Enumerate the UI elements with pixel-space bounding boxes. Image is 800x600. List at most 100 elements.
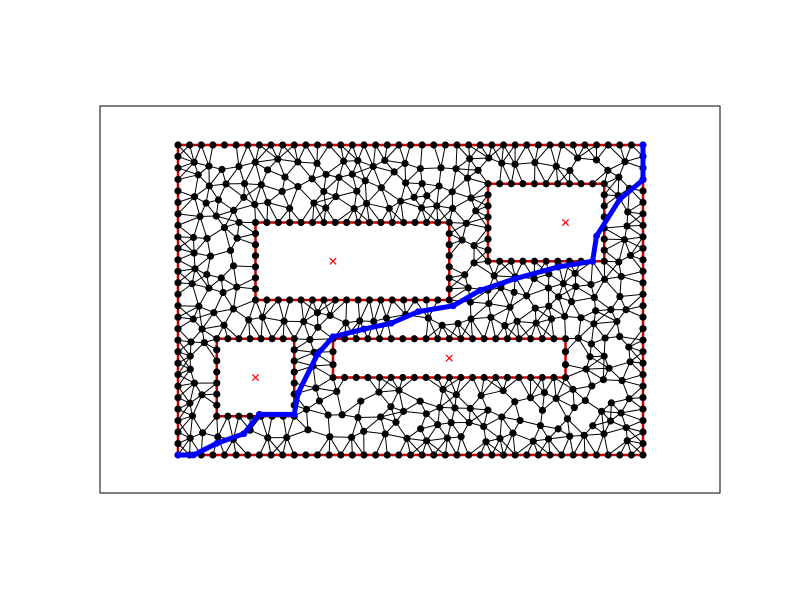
mesh-edge [277,299,285,322]
mesh-node [600,235,608,243]
mesh-edge [596,433,605,456]
mesh-edge [345,299,348,323]
mesh-node [308,218,317,227]
mesh-node [499,451,508,459]
mesh-node [538,373,546,382]
mesh-node [377,296,385,304]
mesh-node [337,451,345,459]
mesh-node [445,373,453,382]
mesh-node [188,412,197,420]
mesh-node [365,296,374,304]
mesh-node [290,346,298,354]
mesh-node [219,288,227,297]
mesh-edge [607,440,628,456]
mesh-node [350,205,358,213]
mesh-node [375,373,384,382]
mesh-edge [586,367,610,370]
mesh-node [572,282,580,291]
mesh-edge [364,180,368,204]
mesh-node [574,154,582,162]
mesh-node [422,335,430,343]
mesh-edge [499,416,503,439]
mesh-node [387,373,395,382]
mesh-node [274,155,282,163]
mesh-node [320,296,328,304]
mesh-node [639,313,647,321]
mesh-node [435,182,443,190]
mesh-node [474,166,482,174]
mesh-node [554,425,562,433]
mesh-node [174,152,182,161]
mesh-node [235,218,243,227]
axes-frame [99,105,721,494]
mesh-node [445,263,453,271]
mesh-node [224,335,232,343]
path-node [213,439,221,447]
mesh-edge [363,416,382,432]
mesh-edge [427,317,439,339]
mesh-node [348,141,356,149]
mesh-node [617,272,625,281]
mesh-node [499,386,507,395]
mesh-node [467,315,475,323]
mesh-node [264,198,272,207]
mesh-edge [621,408,644,414]
mesh-edge [286,416,295,438]
mesh-node [403,434,411,443]
mesh-node [515,335,523,343]
mesh-node [255,141,263,149]
mesh-node [436,403,444,412]
mesh-node [310,199,318,207]
path-node [174,451,182,459]
mesh-node [561,312,569,320]
mesh-node [196,212,204,221]
mesh-node [230,206,238,214]
mesh-node [406,451,415,459]
mesh-node [212,212,220,220]
mesh-node [387,335,395,343]
mesh-node [422,373,430,382]
mesh-node [329,373,337,382]
mesh-node [290,335,298,343]
mesh-node [506,303,514,311]
mesh-edge [625,293,644,311]
mesh-node [213,401,221,409]
mesh-node [290,357,298,365]
mesh-node [484,224,492,232]
mesh-node [399,373,407,382]
mesh-node [447,419,455,427]
mesh-edge [244,183,256,205]
mesh-edge [217,416,229,438]
mesh-edge [202,324,225,330]
mesh-edge [238,144,249,167]
mesh-node [410,335,418,343]
mesh-edge [483,377,504,391]
mesh-edge [329,436,352,438]
mesh-edge [602,356,605,380]
mesh-node [639,393,647,402]
mesh-node [443,434,451,442]
mesh-node [625,343,633,351]
mesh-node [445,241,453,249]
mesh-edge [177,415,193,433]
mesh-node [313,141,322,149]
mesh-node [325,451,333,459]
mesh-edge [372,166,382,188]
mesh-node [348,451,356,459]
mesh-edge [620,412,644,422]
mesh-edge [534,162,547,184]
mesh-node [174,141,182,149]
mesh-edge [530,377,543,398]
mesh-node [552,394,560,403]
mesh-node [226,246,235,255]
mesh-node [639,198,647,207]
mesh-node [616,141,624,149]
mesh-node [255,451,263,459]
mesh-node [615,258,623,266]
mesh-edge [248,319,262,340]
mesh-edge [213,292,224,313]
mesh-node [558,141,566,149]
mesh-edge [514,144,528,165]
mesh-edge [216,215,240,223]
mesh-node [388,296,396,304]
